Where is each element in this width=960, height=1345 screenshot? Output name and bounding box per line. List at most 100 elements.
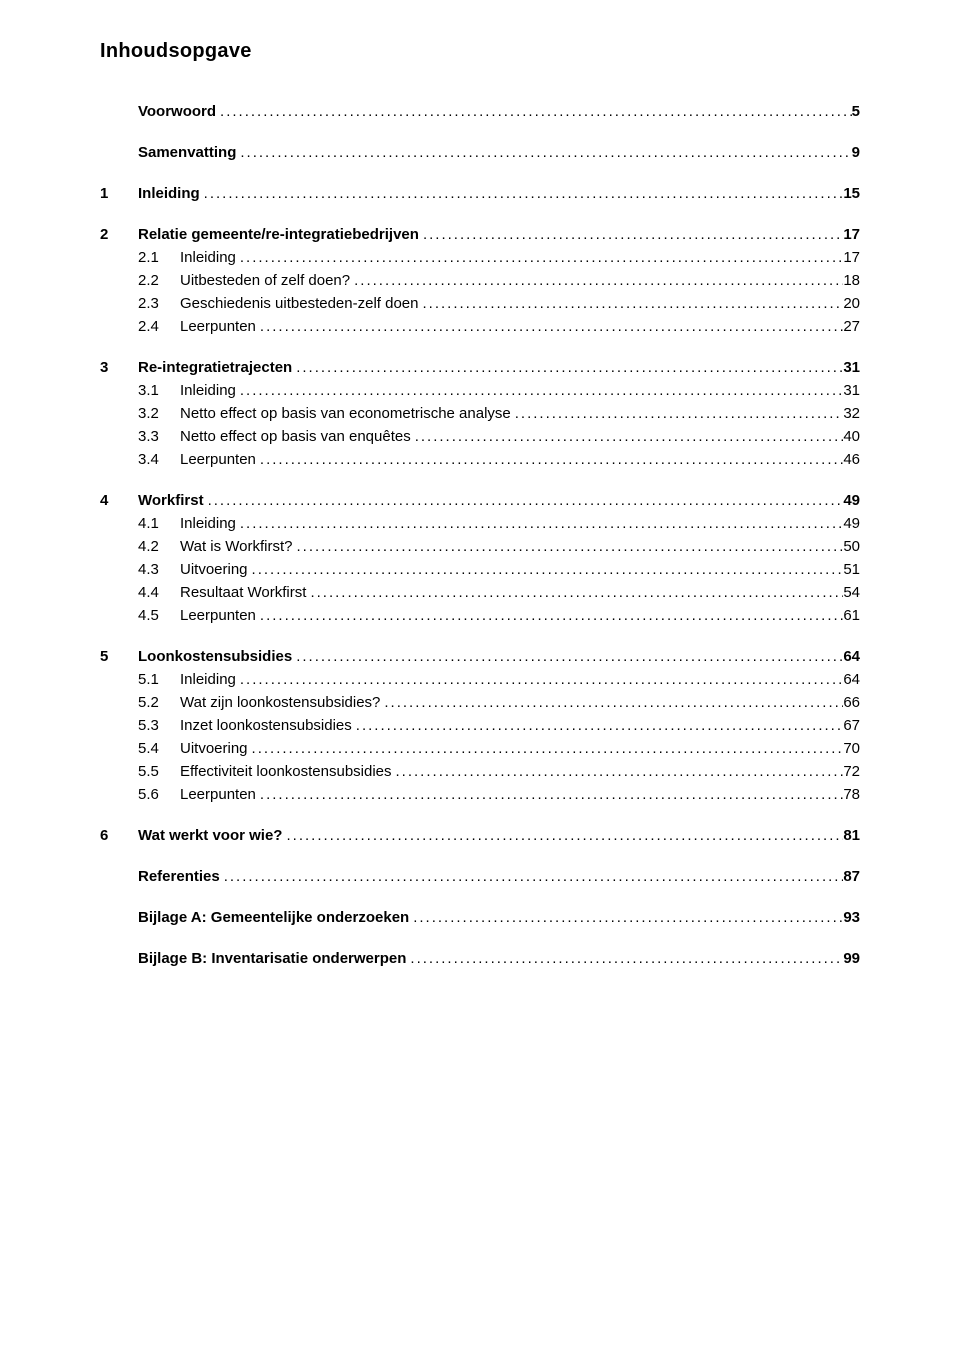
toc-sub-entry: 3.3Netto effect op basis van enquêtes 40 xyxy=(100,428,860,445)
toc-page-number: 72 xyxy=(843,763,860,780)
toc-chapter-number: 4 xyxy=(100,492,138,509)
toc-sub-entry: 2.2Uitbesteden of zelf doen?18 xyxy=(100,272,860,289)
toc-page-number: 64 xyxy=(843,648,860,665)
toc-section-number: 3.4 xyxy=(138,451,180,468)
toc-entry-label: Inleiding xyxy=(180,249,236,266)
toc-sub-entry: 3.2Netto effect op basis van econometris… xyxy=(100,405,860,422)
toc-top-entry: Bijlage A: Gemeentelijke onderzoeken 93 xyxy=(100,909,860,926)
toc-dot-leader xyxy=(306,584,843,601)
toc-entry-label: Netto effect op basis van enquêtes xyxy=(180,428,411,445)
toc-section-number: 3.1 xyxy=(138,382,180,399)
toc-section-number: 4.5 xyxy=(138,607,180,624)
toc-entry-label: Relatie gemeente/re-integratiebedrijven xyxy=(138,226,419,243)
toc-dot-leader xyxy=(409,909,843,926)
toc-section-number: 5.6 xyxy=(138,786,180,803)
toc-top-entry: 2Relatie gemeente/re-integratiebedrijven… xyxy=(100,226,860,243)
toc-section-number: 2.1 xyxy=(138,249,180,266)
toc-entry-label: Bijlage A: Gemeentelijke onderzoeken xyxy=(138,909,409,926)
toc-dot-leader xyxy=(292,359,843,376)
toc-sub-entry: 5.1Inleiding 64 xyxy=(100,671,860,688)
toc-dot-leader xyxy=(216,103,852,120)
toc-dot-leader xyxy=(282,827,843,844)
page: Inhoudsopgave Voorwoord5Samenvatting91In… xyxy=(0,0,960,1345)
toc-dot-leader xyxy=(236,515,843,532)
toc-entry-label: Effectiviteit loonkostensubsidies xyxy=(180,763,392,780)
toc-page-number: 31 xyxy=(843,359,860,376)
toc-dot-leader xyxy=(248,740,844,757)
toc-entry-label: Samenvatting xyxy=(138,144,236,161)
toc-section-number: 5.3 xyxy=(138,717,180,734)
toc-section-number: 5.2 xyxy=(138,694,180,711)
toc-page-number: 81 xyxy=(843,827,860,844)
toc-page-number: 67 xyxy=(843,717,860,734)
toc-entry-label: Re-integratietrajecten xyxy=(138,359,292,376)
toc-page-number: 31 xyxy=(843,382,860,399)
toc-entry-label: Loonkostensubsidies xyxy=(138,648,292,665)
toc-section-number: 4.1 xyxy=(138,515,180,532)
toc-sub-entry: 5.3Inzet loonkostensubsidies67 xyxy=(100,717,860,734)
toc-top-entry: Referenties87 xyxy=(100,868,860,885)
toc-top-entry: Samenvatting 9 xyxy=(100,144,860,161)
toc-dot-leader xyxy=(293,538,844,555)
toc-dot-leader xyxy=(352,717,844,734)
toc-dot-leader xyxy=(256,607,843,624)
toc-page-number: 27 xyxy=(843,318,860,335)
toc-section-number: 3.3 xyxy=(138,428,180,445)
toc-section-number: 5.4 xyxy=(138,740,180,757)
toc-dot-leader xyxy=(392,763,844,780)
toc-entry-label: Netto effect op basis van econometrische… xyxy=(180,405,511,422)
toc-page-number: 17 xyxy=(843,249,860,266)
toc-top-entry: 4Workfirst49 xyxy=(100,492,860,509)
toc-top-entry: Voorwoord5 xyxy=(100,103,860,120)
toc-chapter-number: 1 xyxy=(100,185,138,202)
toc-page-number: 87 xyxy=(843,868,860,885)
toc-dot-leader xyxy=(419,226,843,243)
toc-section-number: 5.1 xyxy=(138,671,180,688)
toc-chapter-number: 3 xyxy=(100,359,138,376)
toc-sub-entry: 5.6Leerpunten78 xyxy=(100,786,860,803)
toc-sub-entry: 4.2Wat is Workfirst?50 xyxy=(100,538,860,555)
toc-dot-leader xyxy=(380,694,843,711)
toc-entry-label: Uitbesteden of zelf doen? xyxy=(180,272,350,289)
table-of-contents: Voorwoord5Samenvatting91Inleiding152Rela… xyxy=(100,103,860,967)
toc-dot-leader xyxy=(292,648,843,665)
toc-dot-leader xyxy=(256,451,843,468)
toc-page-number: 17 xyxy=(843,226,860,243)
toc-chapter-number: 2 xyxy=(100,226,138,243)
toc-dot-leader xyxy=(236,671,843,688)
toc-entry-label: Inleiding xyxy=(180,515,236,532)
toc-sub-entry: 2.4Leerpunten27 xyxy=(100,318,860,335)
toc-dot-leader xyxy=(236,144,851,161)
toc-section-number: 4.4 xyxy=(138,584,180,601)
toc-entry-label: Wat werkt voor wie? xyxy=(138,827,282,844)
toc-entry-label: Inleiding xyxy=(180,671,236,688)
toc-page-number: 5 xyxy=(852,103,860,120)
toc-entry-label: Leerpunten xyxy=(180,607,256,624)
toc-sub-entry: 5.5Effectiviteit loonkostensubsidies72 xyxy=(100,763,860,780)
toc-top-entry: 3Re-integratietrajecten 31 xyxy=(100,359,860,376)
toc-dot-leader xyxy=(406,950,843,967)
toc-dot-leader xyxy=(411,428,844,445)
toc-entry-label: Inleiding xyxy=(180,382,236,399)
toc-entry-label: Bijlage B: Inventarisatie onderwerpen xyxy=(138,950,406,967)
toc-top-entry: Bijlage B: Inventarisatie onderwerpen99 xyxy=(100,950,860,967)
toc-page-number: 40 xyxy=(843,428,860,445)
toc-sub-entry: 3.1Inleiding 31 xyxy=(100,382,860,399)
toc-dot-leader xyxy=(220,868,844,885)
toc-entry-label: Leerpunten xyxy=(180,451,256,468)
toc-page-number: 93 xyxy=(843,909,860,926)
toc-entry-label: Uitvoering xyxy=(180,561,248,578)
toc-sub-entry: 4.4Resultaat Workfirst54 xyxy=(100,584,860,601)
toc-page-number: 9 xyxy=(852,144,860,161)
toc-page-number: 66 xyxy=(843,694,860,711)
toc-page-number: 64 xyxy=(843,671,860,688)
toc-chapter-number: 6 xyxy=(100,827,138,844)
toc-top-entry: 5Loonkostensubsidies64 xyxy=(100,648,860,665)
toc-section-number: 2.3 xyxy=(138,295,180,312)
toc-section-number: 4.3 xyxy=(138,561,180,578)
toc-dot-leader xyxy=(256,318,843,335)
toc-dot-leader xyxy=(236,382,843,399)
toc-entry-label: Uitvoering xyxy=(180,740,248,757)
toc-sub-entry: 3.4Leerpunten46 xyxy=(100,451,860,468)
toc-entry-label: Leerpunten xyxy=(180,318,256,335)
